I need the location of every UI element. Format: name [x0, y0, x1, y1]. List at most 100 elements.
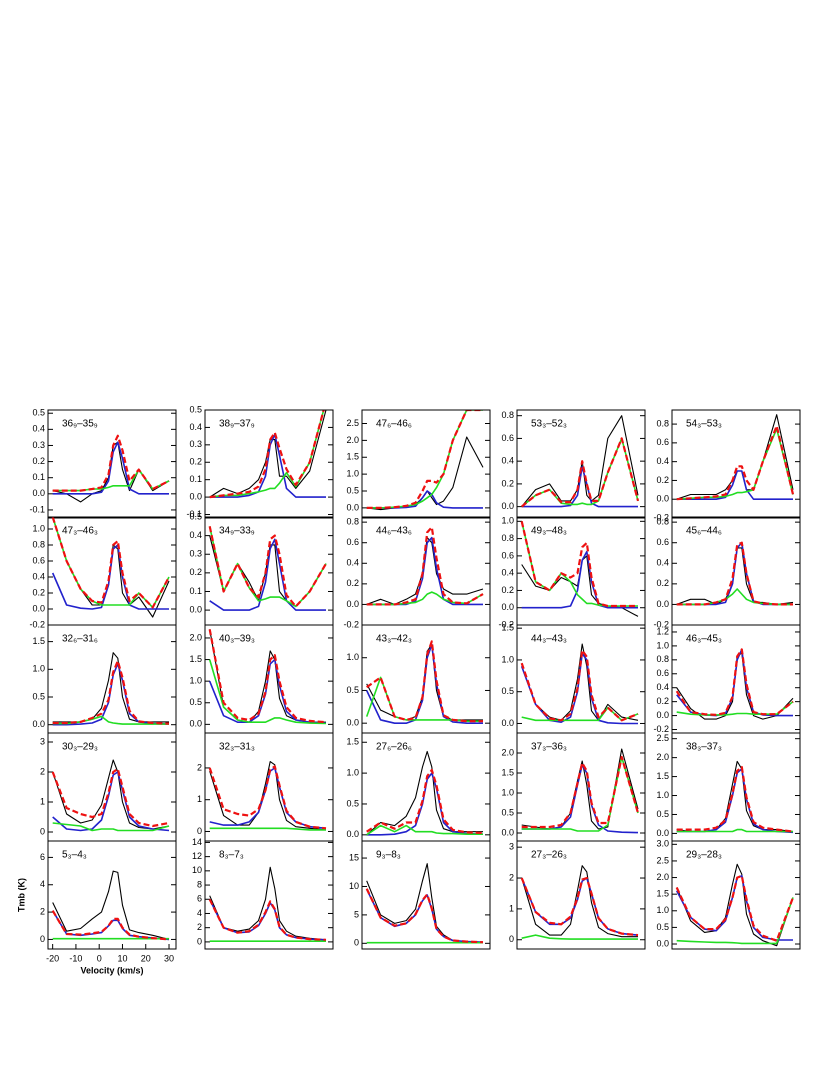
spectrum-line	[51, 544, 169, 610]
panel: -0.2 0.0 0.2 0.4 0.6 0.8 1.0 1.2 46₃–45₃	[653, 624, 801, 734]
spectrum-line	[521, 934, 638, 940]
y-tick-label: 0.6	[501, 550, 514, 560]
y-tick-label: 3	[40, 736, 45, 746]
panel: 0.0 0.5 1.0 1.5 2.0 2.5 3.0 29₃–28₃	[656, 839, 801, 950]
panel: 0.0 0.5 1.0 1.5 2.0 40₃–39₃	[189, 624, 334, 734]
spectrum-line	[521, 755, 640, 829]
y-tick-label: 4	[40, 879, 45, 889]
y-tick-label: 14	[192, 837, 202, 847]
y-tick-label: 0.3	[189, 549, 202, 559]
spectrum-line	[676, 588, 793, 606]
y-tick-label: -0.2	[29, 619, 45, 629]
spectrum-line	[52, 662, 170, 726]
y-tick-label: 0.5	[189, 697, 202, 707]
panel: -0.2 0.0 0.2 0.4 0.6 0.8 1.0 49₃–48₃	[498, 516, 646, 629]
y-tick-label: 0.8	[656, 418, 669, 428]
panel: -0.1 0.0 0.1 0.2 0.3 0.4 0.5 38₉–37₉	[186, 404, 334, 519]
spectrum-line	[365, 643, 483, 725]
panel-label: 38₉–37₉	[219, 419, 255, 430]
y-tick-label: 2.5	[656, 855, 669, 865]
panel-label: 47₃–46₃	[62, 526, 98, 537]
spectrum-line	[366, 772, 484, 836]
plot-area	[676, 414, 795, 501]
y-tick-label: 1	[197, 794, 202, 804]
y-tick-label: 0.5	[656, 809, 669, 819]
y-tick-label: 1.0	[346, 767, 359, 777]
plot-area	[208, 526, 327, 611]
y-tick-label: 0.3	[32, 440, 45, 450]
spectrum-line	[209, 767, 327, 830]
plot-area	[365, 863, 484, 944]
y-axis-label: Tmb (K)	[16, 878, 26, 912]
y-tick-label: 0.0	[189, 604, 202, 614]
panel: -0.2 0.0 0.2 0.4 0.6 0.8 1.0 47₃–46₃	[29, 516, 177, 629]
y-tick-label: 0.2	[32, 456, 45, 466]
panel: 0.0 0.5 1.0 1.5 2.0 2.5 38₃–37₃	[656, 732, 801, 842]
y-tick-label: 2	[40, 766, 45, 776]
panel-label: 44₆–43₆	[376, 526, 412, 537]
panel-frame	[361, 409, 491, 519]
panel-frame	[671, 840, 801, 950]
y-tick-label: 1.5	[656, 771, 669, 781]
y-tick-label: 2.5	[656, 733, 669, 743]
y-tick-label: 4	[197, 908, 202, 918]
plot-area	[51, 517, 170, 618]
y-tick-label: 0.5	[189, 511, 202, 521]
y-tick-label: 0.8	[656, 517, 669, 527]
y-tick-label: 2.0	[656, 872, 669, 882]
y-tick-label: 2.0	[346, 435, 359, 445]
spectrum-line	[366, 410, 483, 509]
panel: 0 2 4 6 -20 -10 0 10 20 30 5₃–4₃ Velocity (km/s) Tmb…	[16, 840, 177, 975]
panel-label: 44₃–43₃	[531, 634, 567, 645]
y-tick-label: -0.2	[653, 724, 669, 734]
spectrum-line	[209, 410, 325, 499]
y-tick-label: 0.1	[189, 586, 202, 596]
spectrum-line	[676, 760, 794, 833]
y-tick-label: 0.0	[346, 502, 359, 512]
panel-label: 43₃–42₃	[376, 634, 412, 645]
spectrum-line	[208, 629, 327, 724]
y-tick-label: 0.0	[32, 603, 45, 613]
y-tick-label: 1.0	[189, 676, 202, 686]
y-tick-label: 0.4	[32, 571, 45, 581]
y-tick-label: -0.1	[29, 504, 45, 514]
y-tick-label: 1	[40, 796, 45, 806]
spectrum-line	[676, 541, 793, 606]
plot-area	[366, 750, 484, 836]
panel: 0 1 2 3 27₃–26₃	[509, 840, 646, 950]
panel-label: 27₆–26₆	[376, 742, 412, 753]
y-tick-label: 0.0	[656, 710, 669, 720]
spectrum-line	[520, 521, 638, 608]
y-tick-label: 10	[349, 881, 359, 891]
spectrum-line	[520, 649, 639, 722]
plot-area	[209, 410, 327, 499]
panel-label: 8₃–7₃	[219, 850, 244, 861]
spectrum-line	[366, 768, 484, 835]
panel-frame	[516, 840, 646, 950]
panel: 0.0 0.5 1.0 1.5 2.0 37₃–36₃	[501, 732, 646, 842]
y-tick-label: -0.2	[653, 619, 669, 629]
spectrum-line	[521, 550, 638, 609]
plot-area	[521, 748, 640, 834]
y-tick-label: 1.5	[656, 889, 669, 899]
spectrum-line	[676, 765, 794, 833]
spectrum-line	[52, 659, 170, 725]
y-tick-label: 1.0	[656, 640, 669, 650]
y-tick-label: 1.2	[656, 626, 669, 636]
x-tick-label: 10	[117, 953, 127, 963]
panel-label: 34₉–33₉	[219, 526, 255, 537]
y-tick-label: 0.5	[346, 798, 359, 808]
plot-area	[365, 640, 483, 725]
y-tick-label: 0.0	[501, 827, 514, 837]
y-tick-label: 0.0	[346, 829, 359, 839]
panel: 0.0 0.5 1.0 1.5 2.0 2.5 47₆–46₆	[346, 409, 491, 519]
y-tick-label: 1.0	[501, 516, 514, 526]
spectrum-line	[521, 643, 639, 721]
y-tick-label: 0.0	[501, 718, 514, 728]
y-tick-label: 0.4	[656, 456, 669, 466]
y-tick-label: 0.5	[656, 922, 669, 932]
panel-label: 32₆–31₆	[62, 634, 98, 645]
spectrum-line	[520, 877, 639, 936]
spectrum-line	[676, 427, 794, 500]
spectrum-line	[521, 706, 639, 722]
